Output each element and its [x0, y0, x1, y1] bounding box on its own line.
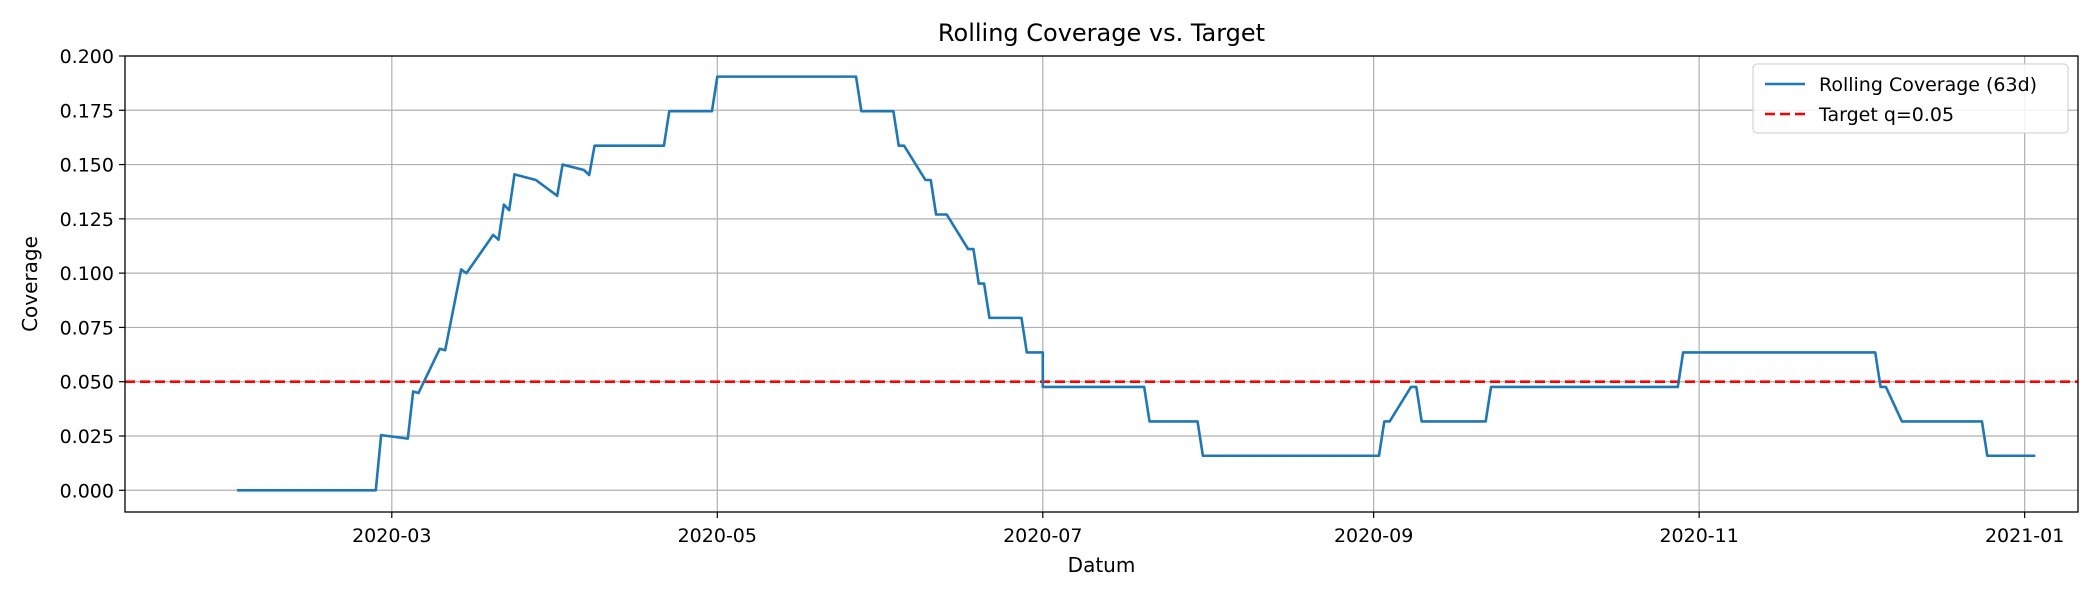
y-axis-title: Coverage	[18, 236, 42, 332]
axis-ticks: 2020-03 2020-05 2020-07 2020-09 2020-11 2021-…	[60, 46, 2065, 547]
x-axis-title: Datum	[1068, 553, 1136, 577]
x-tick-label: 2020-03	[352, 525, 431, 547]
y-tick-label: 0.150	[60, 155, 114, 177]
y-tick-label: 0.050	[60, 372, 114, 394]
x-tick-label: 2020-11	[1659, 525, 1738, 547]
rolling-coverage-line	[237, 75, 2036, 492]
legend: Rolling Coverage (63d) Target q=0.05	[1752, 63, 2069, 134]
legend-label-target: Target q=0.05	[1818, 104, 1954, 126]
y-tick-label: 0.075	[60, 317, 114, 339]
y-tick-label: 0.100	[60, 263, 114, 285]
series-layer	[125, 75, 2078, 492]
legend-label-rolling-coverage: Rolling Coverage (63d)	[1819, 74, 2037, 96]
y-tick-label: 0.200	[60, 46, 114, 68]
y-tick-label: 0.175	[60, 100, 114, 122]
y-tick-label: 0.000	[60, 480, 114, 502]
y-tick-label: 0.125	[60, 209, 114, 231]
chart-title: Rolling Coverage vs. Target	[938, 19, 1265, 47]
plot-area-frame	[124, 55, 2079, 513]
y-tick-label: 0.025	[60, 426, 114, 448]
legend-box	[1752, 63, 2069, 134]
x-tick-label: 2020-07	[1003, 525, 1082, 547]
x-tick-label: 2021-01	[1985, 525, 2064, 547]
x-tick-label: 2020-09	[1334, 525, 1413, 547]
x-tick-label: 2020-05	[678, 525, 757, 547]
